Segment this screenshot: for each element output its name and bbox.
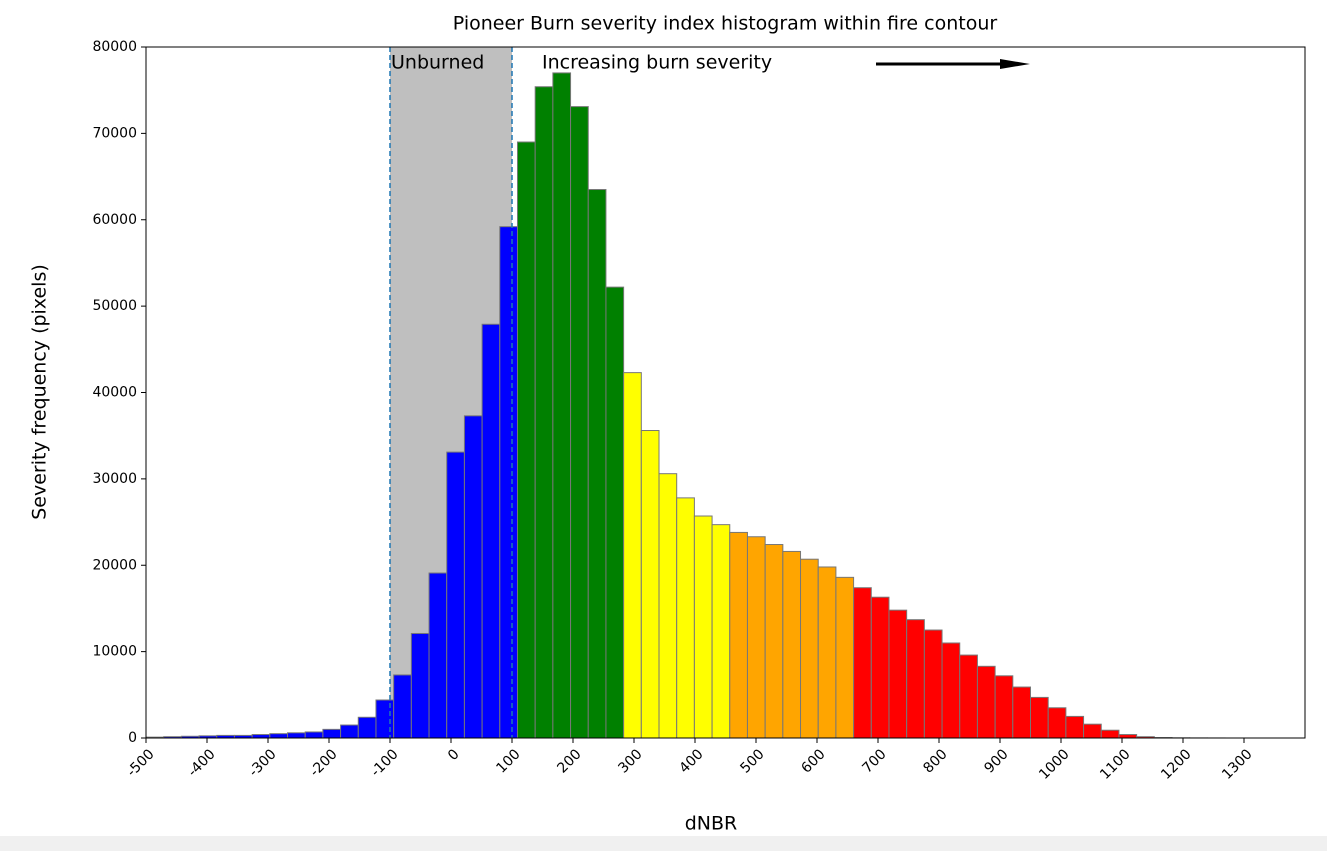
- bar: [340, 724, 359, 739]
- bar: [764, 544, 784, 739]
- bar: [446, 451, 465, 739]
- y-tick-label: 60000: [92, 212, 137, 228]
- bar: [1100, 729, 1120, 739]
- bar: [357, 716, 377, 739]
- x-tick-label: -500: [124, 746, 158, 780]
- y-tick-label: 40000: [92, 385, 137, 401]
- bar: [605, 286, 625, 739]
- bar: [853, 587, 872, 739]
- x-tick-label: 0: [445, 746, 463, 764]
- bar: [304, 731, 324, 739]
- bar: [693, 515, 713, 739]
- bar: [393, 674, 412, 739]
- bar: [959, 654, 978, 739]
- x-tick-label: -200: [307, 746, 341, 780]
- bar: [994, 675, 1014, 739]
- annotation: Increasing burn severity: [542, 52, 772, 74]
- bar: [800, 558, 819, 739]
- bar: [1012, 686, 1031, 739]
- bar: [499, 226, 518, 739]
- bar: [888, 609, 908, 739]
- bar: [835, 576, 855, 739]
- y-tick-label: 50000: [92, 298, 137, 314]
- x-axis-label: dNBR: [685, 813, 738, 835]
- bottom-strip: [0, 836, 1327, 851]
- bar: [906, 619, 925, 739]
- x-tick-label: -300: [246, 746, 280, 780]
- chart-title: Pioneer Burn severity index histogram wi…: [453, 13, 998, 35]
- y-tick-label: 10000: [92, 644, 137, 660]
- bar: [534, 86, 554, 739]
- y-tick-label: 80000: [92, 39, 137, 55]
- x-tick-label: -100: [368, 746, 402, 780]
- bar: [428, 572, 448, 739]
- x-tick-label: 600: [798, 746, 828, 776]
- y-tick-label: 20000: [92, 557, 137, 573]
- bar: [658, 473, 678, 739]
- x-tick-label: 1100: [1097, 746, 1134, 783]
- bar: [1047, 707, 1067, 739]
- bar: [923, 629, 943, 739]
- x-tick-label: 900: [981, 746, 1011, 776]
- bar: [375, 699, 395, 739]
- x-tick-label: 1000: [1036, 746, 1073, 783]
- bar: [481, 323, 501, 739]
- bar: [623, 372, 642, 739]
- annotation: Unburned: [391, 52, 484, 74]
- x-tick-label: 800: [920, 746, 950, 776]
- bar: [676, 497, 695, 739]
- bar: [251, 734, 271, 739]
- bar: [817, 566, 837, 739]
- bar: [1118, 734, 1138, 739]
- bar: [463, 415, 483, 739]
- bar: [1065, 715, 1085, 739]
- x-tick-label: 300: [615, 746, 645, 776]
- bar: [746, 536, 766, 739]
- x-tick-label: 1200: [1158, 746, 1195, 783]
- bar: [1083, 723, 1102, 739]
- bar: [587, 189, 607, 739]
- bar: [941, 642, 961, 739]
- bar: [287, 732, 306, 739]
- bar: [782, 550, 802, 739]
- bar: [410, 632, 430, 739]
- y-tick-label: 0: [128, 730, 137, 746]
- bar: [870, 596, 890, 739]
- bar: [640, 430, 660, 739]
- bar: [552, 72, 572, 739]
- bar: [976, 665, 996, 739]
- x-tick-label: 200: [554, 746, 584, 776]
- bar: [729, 531, 748, 739]
- y-axis-label: Severity frequency (pixels): [29, 264, 51, 520]
- x-tick-label: -400: [185, 746, 219, 780]
- x-tick-label: 500: [737, 746, 767, 776]
- x-tick-label: 400: [676, 746, 706, 776]
- bar: [322, 728, 342, 739]
- bar: [516, 141, 536, 739]
- bar: [269, 733, 289, 739]
- bar: [711, 524, 731, 739]
- x-tick-label: 100: [493, 746, 523, 776]
- x-tick-label: 700: [859, 746, 889, 776]
- y-tick-label: 70000: [92, 125, 137, 141]
- bar: [570, 106, 589, 739]
- arrow-head: [1000, 59, 1030, 69]
- x-tick-label: 1300: [1219, 746, 1256, 783]
- y-tick-label: 30000: [92, 471, 137, 487]
- bar: [1030, 696, 1049, 739]
